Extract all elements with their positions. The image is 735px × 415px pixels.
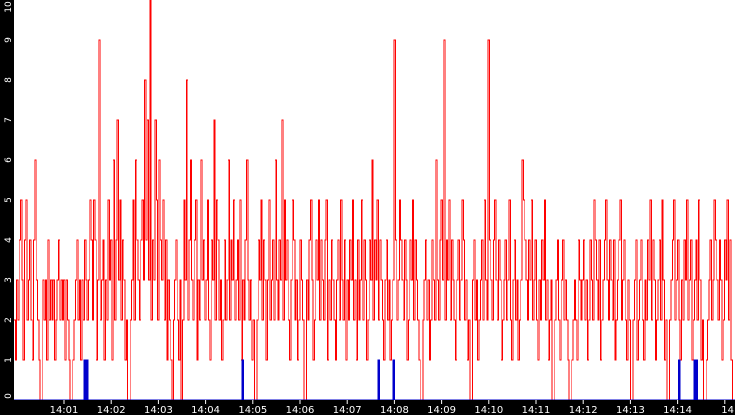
x-tick-label: 14:07 [333, 405, 362, 415]
y-tick-label: 9 [4, 37, 14, 43]
y-tick-label: 0 [4, 393, 14, 399]
y-axis-bar [0, 0, 14, 400]
x-tick-label: 14:04 [191, 405, 220, 415]
y-tick-label: 5 [4, 197, 14, 203]
series-line-1 [14, 0, 735, 401]
x-tick-label: 14:08 [380, 405, 409, 415]
y-tick-label: 10 [4, 1, 14, 13]
y-tick-label: 1 [4, 357, 14, 363]
x-tick-label: 14:10 [474, 405, 503, 415]
y-tick-label: 7 [4, 117, 14, 123]
y-tick-label: 4 [4, 237, 14, 243]
x-tick-label: 14:03 [144, 405, 173, 415]
x-tick-label: 14:13 [616, 405, 645, 415]
x-tick-label: 14:11 [522, 405, 551, 415]
y-tick-label: 3 [4, 277, 14, 283]
x-tick-label: 14:06 [286, 405, 315, 415]
x-tick-label: 14:01 [50, 405, 79, 415]
x-tick-label: 14:12 [569, 405, 598, 415]
x-tick-label: 14:14 [663, 405, 692, 415]
x-axis-bar [0, 400, 735, 415]
y-tick-label: 6 [4, 157, 14, 163]
x-tick-label: 14:02 [97, 405, 126, 415]
x-tick-label: 14:09 [427, 405, 456, 415]
y-axis: 0 1 2 3 4 5 6 7 8 9 10 [0, 0, 14, 400]
x-axis: 14:01 14:02 14:03 14:04 14:05 14:06 14:07 14:08… [0, 400, 735, 415]
y-tick-label: 2 [4, 317, 14, 323]
x-tick-label: 14:05 [238, 405, 267, 415]
x-tick-label: 14 [721, 405, 734, 415]
y-tick-label: 8 [4, 77, 14, 83]
